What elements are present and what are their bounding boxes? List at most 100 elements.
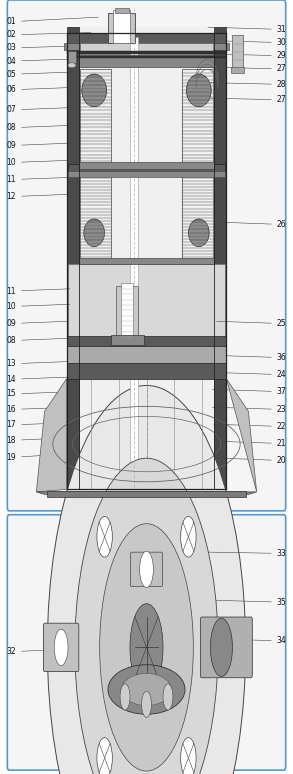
Text: 19: 19 <box>6 453 46 462</box>
Text: 27: 27 <box>184 64 287 74</box>
Text: 02: 02 <box>6 30 91 39</box>
Bar <box>79 259 214 265</box>
Circle shape <box>100 524 193 771</box>
Text: 06: 06 <box>6 85 70 94</box>
Circle shape <box>97 738 112 774</box>
Circle shape <box>210 618 232 676</box>
Circle shape <box>181 738 196 774</box>
Bar <box>67 336 226 346</box>
Text: 20: 20 <box>225 456 287 465</box>
FancyBboxPatch shape <box>7 0 286 511</box>
Bar <box>67 33 226 44</box>
Ellipse shape <box>186 74 211 107</box>
Circle shape <box>163 683 173 710</box>
Bar <box>130 36 138 489</box>
Text: 10: 10 <box>6 302 70 311</box>
Polygon shape <box>36 378 67 492</box>
Text: 15: 15 <box>6 389 72 399</box>
Bar <box>64 43 229 50</box>
Bar <box>68 164 225 173</box>
Polygon shape <box>36 492 257 495</box>
Text: 18: 18 <box>7 436 60 445</box>
Bar <box>67 56 226 58</box>
Bar <box>182 70 213 165</box>
Bar <box>232 35 243 70</box>
Text: 16: 16 <box>6 405 74 414</box>
Text: 11: 11 <box>7 286 70 296</box>
Circle shape <box>47 385 246 774</box>
Text: 29: 29 <box>192 51 287 60</box>
Text: 13: 13 <box>6 359 68 368</box>
Bar <box>80 43 213 54</box>
Text: 28: 28 <box>187 80 286 89</box>
Text: 17: 17 <box>6 420 70 430</box>
Text: 30: 30 <box>199 38 287 47</box>
Text: 26: 26 <box>221 220 287 229</box>
Text: 07: 07 <box>6 105 69 115</box>
Text: 09: 09 <box>6 319 68 328</box>
Bar <box>67 362 226 378</box>
Ellipse shape <box>108 665 185 714</box>
Text: 24: 24 <box>212 370 287 379</box>
Polygon shape <box>226 378 257 492</box>
Circle shape <box>181 516 196 557</box>
Text: 36: 36 <box>214 353 287 362</box>
Bar <box>182 175 213 260</box>
Bar <box>80 70 111 165</box>
Ellipse shape <box>84 219 105 247</box>
Text: 03: 03 <box>6 43 82 53</box>
Bar <box>47 491 246 497</box>
Bar <box>79 162 214 169</box>
Ellipse shape <box>188 219 209 247</box>
Circle shape <box>139 551 154 587</box>
Bar <box>79 26 214 489</box>
Bar <box>111 335 144 345</box>
FancyBboxPatch shape <box>7 515 286 770</box>
Bar <box>113 10 130 43</box>
Text: 34: 34 <box>202 636 287 646</box>
Bar <box>121 283 133 338</box>
Bar <box>68 50 76 63</box>
Text: 23: 23 <box>212 405 287 414</box>
Bar <box>115 8 129 13</box>
Bar <box>68 264 225 337</box>
Bar <box>67 26 79 489</box>
Text: 35: 35 <box>202 598 287 607</box>
Bar <box>108 13 135 43</box>
Ellipse shape <box>68 63 76 68</box>
Bar <box>80 175 111 260</box>
Text: 08: 08 <box>6 336 68 345</box>
Text: 05: 05 <box>6 70 72 79</box>
Text: 11: 11 <box>7 175 72 184</box>
Bar <box>214 26 226 489</box>
Text: 08: 08 <box>6 123 68 132</box>
Text: 09: 09 <box>6 141 67 150</box>
Text: 21: 21 <box>217 439 286 448</box>
Text: 31: 31 <box>208 25 287 34</box>
Text: 27: 27 <box>187 95 287 104</box>
Text: 04: 04 <box>6 57 76 66</box>
Text: 22: 22 <box>214 422 286 431</box>
Ellipse shape <box>122 673 171 706</box>
Bar <box>116 286 138 336</box>
Circle shape <box>142 691 151 717</box>
Bar <box>67 51 226 54</box>
Ellipse shape <box>82 74 107 107</box>
Text: 37: 37 <box>212 387 287 396</box>
Circle shape <box>75 458 218 774</box>
Circle shape <box>54 629 68 666</box>
Text: 32: 32 <box>6 647 62 656</box>
Text: 01: 01 <box>6 17 98 26</box>
Circle shape <box>97 516 112 557</box>
Text: 33: 33 <box>152 549 287 558</box>
Bar <box>79 55 214 67</box>
Bar <box>231 67 244 74</box>
Text: 14: 14 <box>6 375 70 384</box>
Text: 10: 10 <box>6 158 70 167</box>
FancyBboxPatch shape <box>130 552 163 587</box>
Bar <box>68 171 225 177</box>
Circle shape <box>130 604 163 691</box>
Text: 12: 12 <box>7 192 68 201</box>
FancyBboxPatch shape <box>43 623 79 672</box>
Circle shape <box>120 683 130 710</box>
